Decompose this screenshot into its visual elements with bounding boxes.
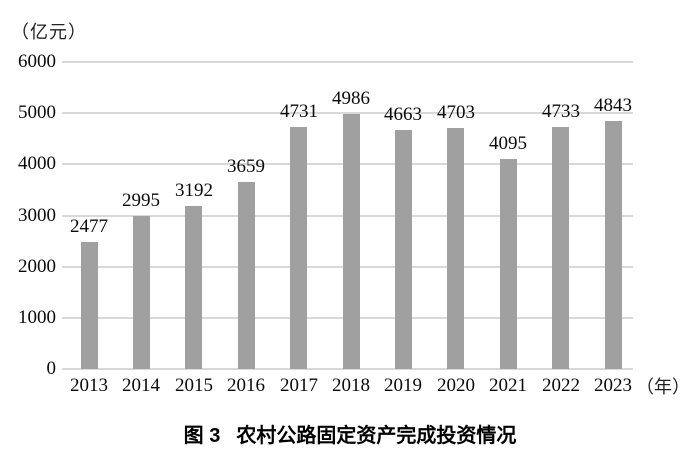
bar (290, 127, 307, 369)
y-tick-label: 3000 (18, 205, 56, 226)
bar (500, 159, 517, 369)
bar (343, 114, 360, 369)
bar (552, 127, 569, 369)
bar (395, 130, 412, 369)
y-axis-unit-label: （亿元） (11, 22, 87, 42)
x-tick-label: 2013 (70, 375, 108, 396)
x-tick-label: 2020 (437, 375, 475, 396)
figure-title: 农村公路固定资产完成投资情况 (236, 425, 517, 447)
x-axis-unit-label: （年） (636, 377, 690, 397)
bar-value-label: 2477 (70, 216, 108, 237)
gridline (62, 112, 633, 114)
x-axis: （年） 2013 2014 2015 2016 2017 2018 2019 2020 2021… (62, 373, 700, 403)
bar (447, 128, 464, 369)
x-tick-label: 2017 (280, 375, 318, 396)
bar-value-label: 4733 (542, 101, 580, 122)
bar-value-label: 4731 (280, 101, 318, 122)
bar (81, 242, 98, 369)
bar-value-label: 4703 (437, 102, 475, 123)
x-tick-label: 2014 (122, 375, 160, 396)
bar (133, 216, 150, 369)
y-tick-label: 0 (46, 358, 57, 379)
figure-caption: 图 3 农村公路固定资产完成投资情况 (0, 423, 700, 449)
y-tick-label: 1000 (18, 307, 56, 328)
bar-value-label: 4986 (332, 88, 370, 109)
x-tick-label: 2019 (384, 375, 422, 396)
bar-value-label: 3659 (227, 156, 265, 177)
bar (238, 182, 255, 369)
gridline (62, 61, 633, 63)
bar-value-label: 4663 (384, 104, 422, 125)
gridline (62, 368, 633, 370)
y-tick-label: 2000 (18, 256, 56, 277)
x-tick-label: 2018 (332, 375, 370, 396)
bar (605, 121, 622, 369)
x-tick-label: 2022 (542, 375, 580, 396)
x-tick-label: 2015 (175, 375, 213, 396)
bar-value-label: 2995 (122, 190, 160, 211)
plot-area: 2477 2995 3192 3659 4731 4986 4663 4703 4095 4733… (62, 61, 633, 370)
x-tick-label: 2016 (227, 375, 265, 396)
y-tick-label: 4000 (18, 153, 56, 174)
bar-value-label: 4843 (594, 95, 632, 116)
bar-value-label: 4095 (489, 133, 527, 154)
figure-number: 图 3 (183, 425, 221, 447)
y-tick-label: 5000 (18, 102, 56, 123)
y-tick-label: 6000 (18, 51, 56, 72)
x-tick-label: 2021 (489, 375, 527, 396)
bar-value-label: 3192 (175, 180, 213, 201)
bar (185, 206, 202, 369)
y-axis: 6000 5000 4000 3000 2000 1000 0 (0, 52, 56, 379)
x-tick-label: 2023 (594, 375, 632, 396)
